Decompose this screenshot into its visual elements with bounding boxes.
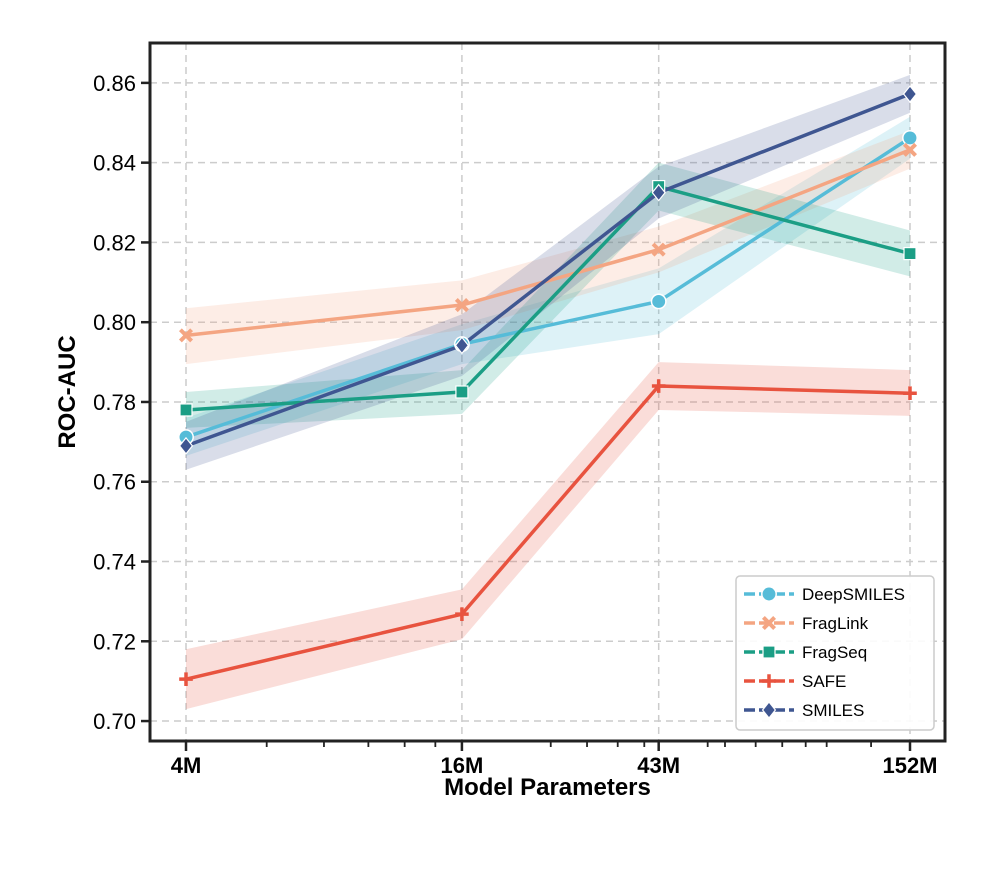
legend-label-fraglink: FragLink [802,614,869,633]
plot-frame [148,41,947,743]
point-fragseq [179,403,193,417]
point-safe [903,386,917,400]
point-fraglink [454,298,469,313]
legend-marker-safe [762,674,776,688]
point-smiles [902,85,918,104]
line-fragseq [185,184,911,412]
line-smiles [185,92,911,448]
line-safe [185,384,911,681]
y-tick-label: 0.76 [93,470,136,495]
x-tick-label: 152M [882,753,937,778]
y-tick-label: 0.78 [93,390,136,415]
point-safe [455,607,469,621]
point-safe [179,672,193,686]
point-fraglink [902,142,918,157]
legend: DeepSMILES FragLink FragSeq SAFE SMILES [735,575,935,731]
x-tick-label: 16M [441,753,484,778]
legend-marker-smiles [761,701,777,719]
y-tick-label: 0.86 [93,71,136,96]
axis-labels: 0.70 0.72 0.74 0.76 0.78 0.80 0.82 0.84 0.86 4M 16… [93,71,937,778]
point-smiles [454,336,470,355]
axis-ticks [141,81,912,751]
point-fraglink [651,242,666,257]
point-deepsmiles [902,129,918,146]
point-fragseq [455,385,469,399]
legend-label-smiles: SMILES [802,701,864,720]
point-smiles [651,183,666,202]
point-deepsmiles [650,293,667,310]
band-fraglink [186,130,910,365]
x-tick-label: 4M [171,753,202,778]
series-lines [185,92,911,681]
point-fraglink [178,328,194,343]
legend-label-safe: SAFE [802,672,846,691]
band-deepsmiles [186,116,910,456]
series-markers [178,85,918,686]
point-fragseq [903,246,917,261]
legend-label-fragseq: FragSeq [802,643,867,662]
legend-box [735,575,935,731]
legend-marker-fragseq [762,645,776,659]
y-axis-title: ROC-AUC [54,335,81,448]
x-axis-title: Model Parameters [444,774,651,801]
point-smiles [178,436,194,455]
confidence-bands [186,74,910,710]
y-tick-label: 0.84 [93,151,136,176]
y-tick-label: 0.80 [93,310,136,335]
y-tick-label: 0.82 [93,230,136,255]
point-safe [651,379,666,393]
legend-marker-fraglink [761,615,777,631]
y-tick-label: 0.70 [93,709,136,734]
y-tick-label: 0.72 [93,629,136,654]
legend-marker-deepsmiles [761,586,777,602]
y-tick-label: 0.74 [93,550,136,575]
x-tick-label: 43M [637,753,680,778]
line-fraglink [185,148,911,338]
legend-label-deepsmiles: DeepSMILES [802,585,905,604]
band-safe [186,362,910,710]
band-smiles [186,74,910,470]
band-fragseq [186,162,910,428]
